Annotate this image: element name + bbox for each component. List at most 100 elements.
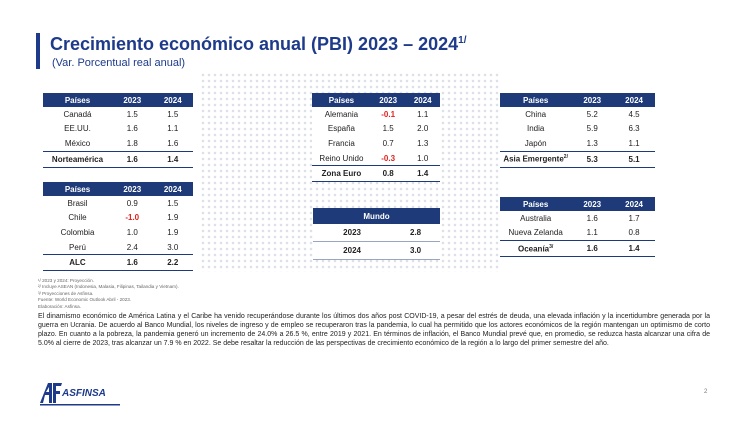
cell: 1.9: [167, 213, 179, 223]
total-name: Norteamérica: [43, 150, 112, 168]
footnotes: ¹/ 2023 y 2024: Proyección. ²/ Incluye AS…: [38, 278, 179, 310]
region-table: Países 2023 2024 Australia 1.6 1.7 Nueva Zelan…: [500, 197, 655, 258]
total-row: Norteamérica 1.6 1.4: [43, 150, 193, 168]
cell: 1.5: [126, 109, 138, 119]
column-header: 2024: [152, 182, 193, 196]
row: 2023 2.8: [313, 224, 440, 242]
cell: 2.2: [152, 254, 193, 272]
total-name: Zona Euro: [312, 165, 371, 183]
row: México 1.8 1.6: [43, 136, 193, 151]
cell: 1.6: [571, 240, 614, 258]
cell: 1.5: [167, 109, 179, 119]
cell: 5.3: [571, 150, 614, 168]
cell: 1.5: [382, 124, 394, 134]
cell: 1.4: [613, 240, 655, 258]
subtitle: (Var. Porcentual real anual): [52, 57, 186, 69]
header-row: Países 2023 2024: [43, 182, 193, 196]
row: China 5.2 4.5: [500, 107, 655, 122]
total-row: ALC 1.6 2.2: [43, 254, 193, 272]
column-header: 2024: [152, 93, 193, 107]
region-table: Países 2023 2024 Brasil 0.9 1.5 Chile -1.0 1.9 Co…: [43, 182, 193, 272]
column-header: 2023: [571, 197, 614, 211]
column-header: 2023: [370, 93, 406, 107]
row: Nueva Zelanda 1.1 0.8: [500, 226, 655, 241]
column-header: 2024: [613, 197, 655, 211]
cell: 2.8: [391, 224, 440, 242]
cell: 0.7: [382, 138, 394, 148]
cell: 1.5: [167, 198, 179, 208]
total-note: 3/: [549, 243, 554, 250]
country: India: [526, 124, 545, 134]
row: Colombia 1.0 1.9: [43, 225, 193, 240]
cell: 1.3: [586, 138, 598, 148]
logo: ASFINSA: [38, 381, 128, 412]
cell: 1.9: [167, 227, 179, 237]
cell: 1.0: [126, 227, 138, 237]
country: Australia: [520, 213, 552, 223]
total-row: Oceanía3/1.6 1.4: [500, 240, 655, 258]
header-row: Mundo: [313, 208, 440, 224]
total-name: Asia Emergente2/: [500, 150, 572, 168]
country: México: [64, 138, 91, 148]
cell: 2.4: [126, 242, 138, 252]
country: España: [327, 124, 355, 134]
cell: 1.8: [126, 138, 138, 148]
title-note: 1/: [458, 35, 467, 46]
row: Perú 2.4 3.0: [43, 240, 193, 255]
row: Japón 1.3 1.1: [500, 136, 655, 151]
row: Chile -1.0 1.9: [43, 211, 193, 226]
cell: 0.9: [126, 198, 138, 208]
accent-bar: [36, 33, 40, 69]
total-label: ALC: [69, 258, 86, 268]
row: Australia 1.6 1.7: [500, 211, 655, 226]
country: Perú: [69, 242, 86, 252]
total-name: Oceanía3/: [500, 240, 572, 258]
logo-mark: [40, 383, 120, 406]
row: Francia 0.7 1.3: [312, 136, 440, 151]
country: Chile: [68, 213, 87, 223]
header-row: Países 2023 2024: [312, 93, 440, 107]
column-header: 2023: [112, 182, 153, 196]
column-header: Países: [500, 197, 572, 211]
country: Nueva Zelanda: [508, 228, 563, 238]
column-header: Países: [43, 93, 112, 107]
row: Canadá 1.5 1.5: [43, 107, 193, 122]
cell: 3.0: [391, 241, 440, 260]
cell: 1.3: [417, 138, 429, 148]
row: Reino Unido -0.3 1.0: [312, 151, 440, 166]
logo-text: ASFINSA: [62, 388, 106, 399]
cell: 1.6: [112, 150, 153, 168]
total-row: Zona Euro 0.8 1.4: [312, 165, 440, 183]
total-label: Norteamérica: [51, 154, 104, 164]
cell: 1.4: [152, 150, 193, 168]
cell: 1.7: [628, 213, 640, 223]
region-table: Países 2023 2024 Alemania -0.1 1.1 España 1.5 2.…: [312, 93, 440, 183]
footnote: Fuente: World Economic Outlook Abril - 2…: [38, 297, 132, 303]
world-title: Mundo: [313, 208, 440, 224]
country: EE.UU.: [64, 124, 91, 134]
cell: -0.1: [381, 109, 396, 119]
column-header: Países: [43, 182, 112, 196]
cell: 1.6: [167, 138, 179, 148]
region-table: Países 2023 2024 Canadá 1.5 1.5 EE.UU. 1.6 1.1 Mé…: [43, 93, 193, 168]
cell: 1.6: [586, 213, 598, 223]
footnote: ²/ Incluye ASEAN (Indonesia, Malasia, Fi…: [38, 284, 179, 290]
country: Francia: [328, 138, 355, 148]
country: China: [525, 109, 547, 119]
cell: -0.3: [381, 153, 396, 163]
column-header: 2023: [112, 93, 153, 107]
column-header: Países: [312, 93, 371, 107]
cell: 6.3: [628, 124, 640, 134]
cell: 0.8: [370, 165, 406, 183]
column-header: 2023: [571, 93, 614, 107]
column-header: 2024: [613, 93, 655, 107]
cell: 1.4: [405, 165, 440, 183]
column-header: Países: [500, 93, 572, 107]
cell: 5.1: [613, 150, 655, 168]
cell: 0.8: [628, 228, 640, 238]
total-row: Asia Emergente2/5.3 5.1: [500, 150, 655, 168]
total-label: Asia Emergente: [503, 155, 564, 165]
region-table: Países 2023 2024 China 5.2 4.5 India 5.9 6.3 Japó…: [500, 93, 655, 168]
header-row: Países 2023 2024: [500, 197, 655, 211]
body-text: El dinamismo económico de América Latina…: [38, 313, 710, 347]
